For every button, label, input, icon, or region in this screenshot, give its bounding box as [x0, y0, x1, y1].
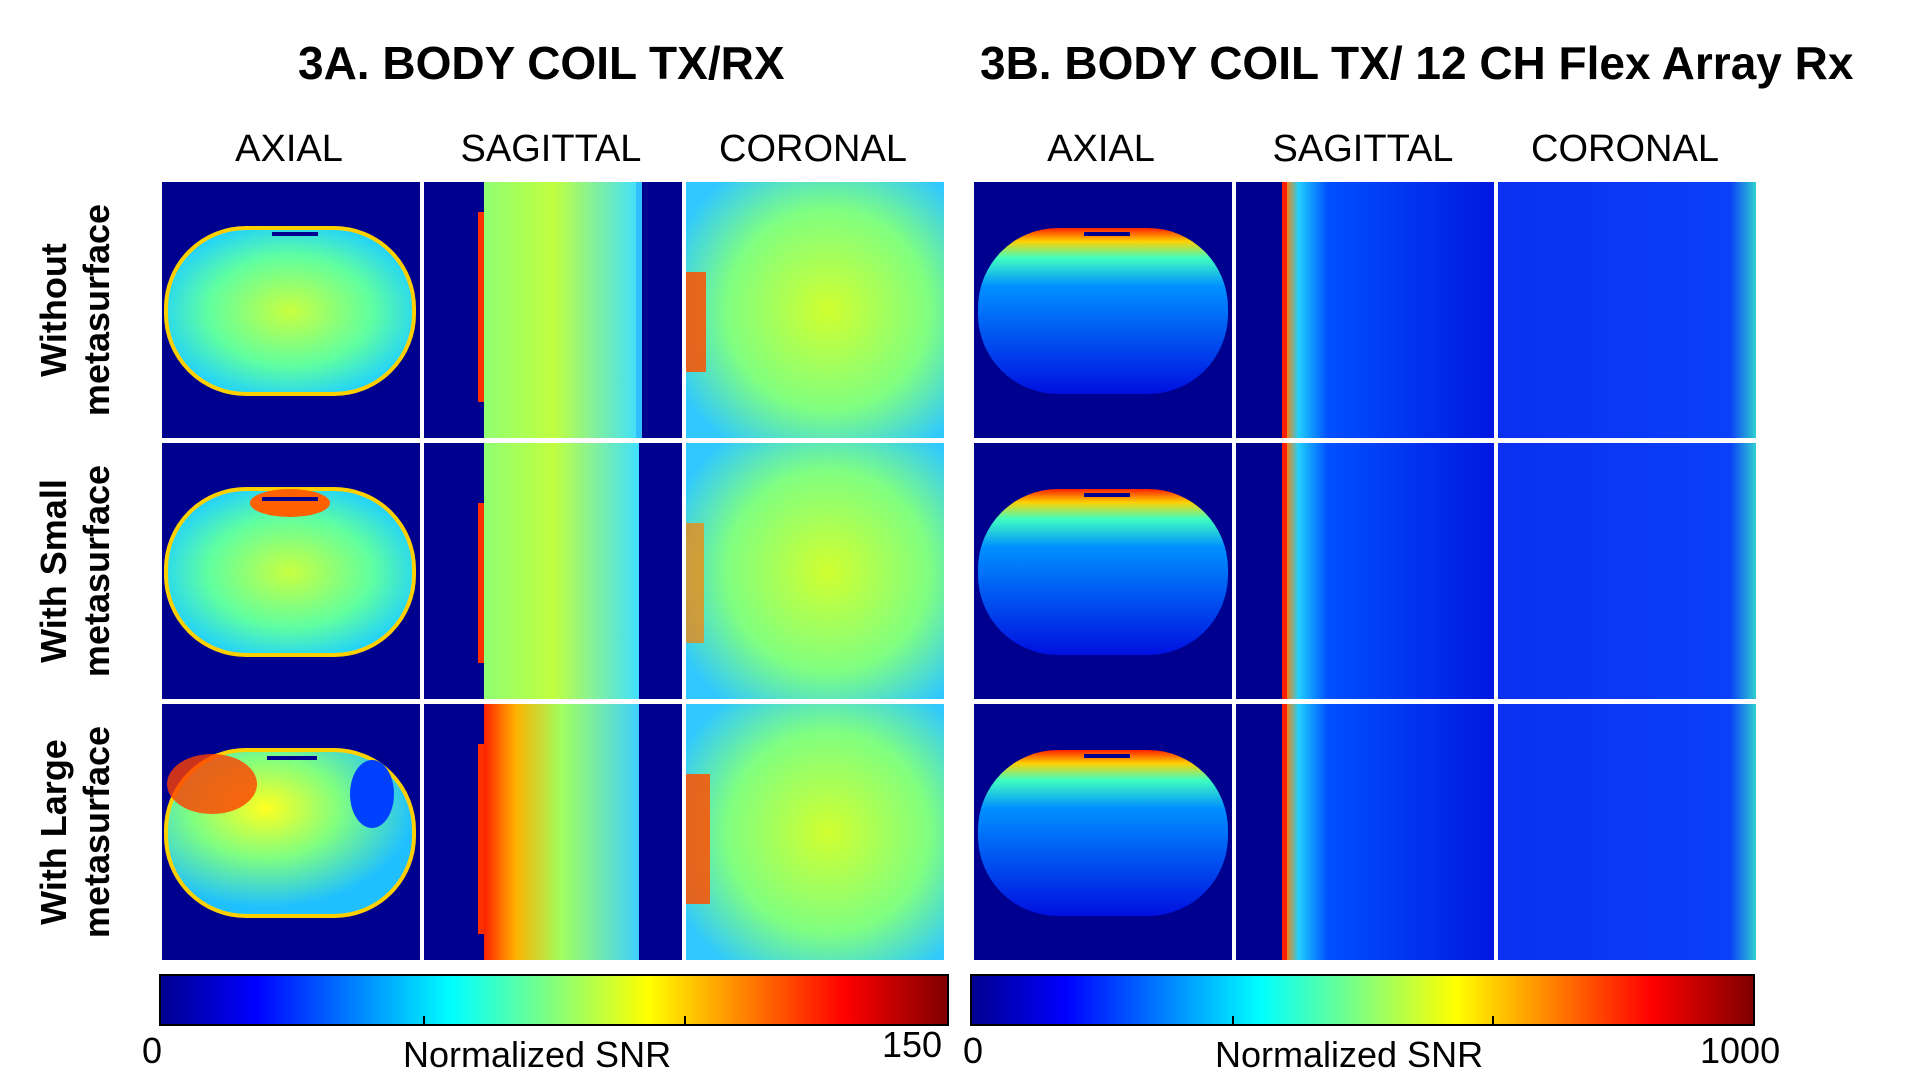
colorbar-b-max: 1000	[1700, 1030, 1781, 1071]
row-label-line1: With Large	[32, 739, 74, 925]
colorbar-a-label: Normalized SNR	[403, 1034, 672, 1075]
image-b-sagittal-large	[1236, 704, 1494, 960]
colorbar-tick	[684, 1016, 687, 1024]
row-label-line2: metasurface	[76, 203, 117, 417]
panel-b-col-coronal: CORONAL	[1531, 128, 1719, 170]
image-b-coronal-small	[1498, 443, 1756, 699]
image-a-axial-without	[162, 182, 420, 438]
panel-a-title: 3A. BODY COIL TX/RX	[298, 37, 785, 89]
row-label-line2: metasurface	[76, 725, 117, 939]
image-b-coronal-large	[1498, 704, 1756, 960]
panel-a-col-sagittal: SAGITTAL	[460, 128, 642, 170]
row-label-line1: Without	[32, 243, 74, 377]
image-b-axial-without	[974, 182, 1232, 438]
image-a-coronal-without	[686, 182, 944, 438]
image-a-axial-small	[162, 443, 420, 699]
image-b-axial-small	[974, 443, 1232, 699]
image-a-coronal-large	[686, 704, 944, 960]
colorbar-b-label: Normalized SNR	[1215, 1034, 1484, 1075]
panel-a-col-coronal: CORONAL	[719, 128, 907, 170]
image-a-axial-large	[162, 704, 420, 960]
colorbar-a-min: 0	[142, 1030, 163, 1071]
colorbar-a	[159, 974, 949, 1026]
image-b-axial-large	[974, 704, 1232, 960]
row-label-large: With Large metasurface	[0, 704, 150, 960]
image-a-sagittal-without	[424, 182, 682, 438]
colorbar-tick	[422, 1016, 425, 1024]
panel-b-col-axial: AXIAL	[1047, 128, 1155, 170]
image-a-sagittal-small	[424, 443, 682, 699]
row-label-without: Without metasurface	[0, 182, 150, 438]
row-label-small: With Small metasurface	[0, 443, 150, 699]
row-label-line1: With Small	[32, 479, 74, 663]
colorbar-tick	[1232, 1016, 1235, 1024]
row-label-line2: metasurface	[76, 464, 117, 678]
image-a-coronal-small	[686, 443, 944, 699]
colorbar-b-min: 0	[963, 1030, 984, 1071]
colorbar-tick	[1492, 1016, 1495, 1024]
image-a-sagittal-large	[424, 704, 682, 960]
image-b-coronal-without	[1498, 182, 1756, 438]
panel-b-col-sagittal: SAGITTAL	[1272, 128, 1454, 170]
image-b-sagittal-small	[1236, 443, 1494, 699]
colorbar-b	[970, 974, 1755, 1026]
panel-b-title: 3B. BODY COIL TX/ 12 CH Flex Array Rx	[980, 37, 1854, 89]
colorbar-a-max: 150	[882, 1024, 943, 1065]
panel-a-col-axial: AXIAL	[235, 128, 343, 170]
image-b-sagittal-without	[1236, 182, 1494, 438]
